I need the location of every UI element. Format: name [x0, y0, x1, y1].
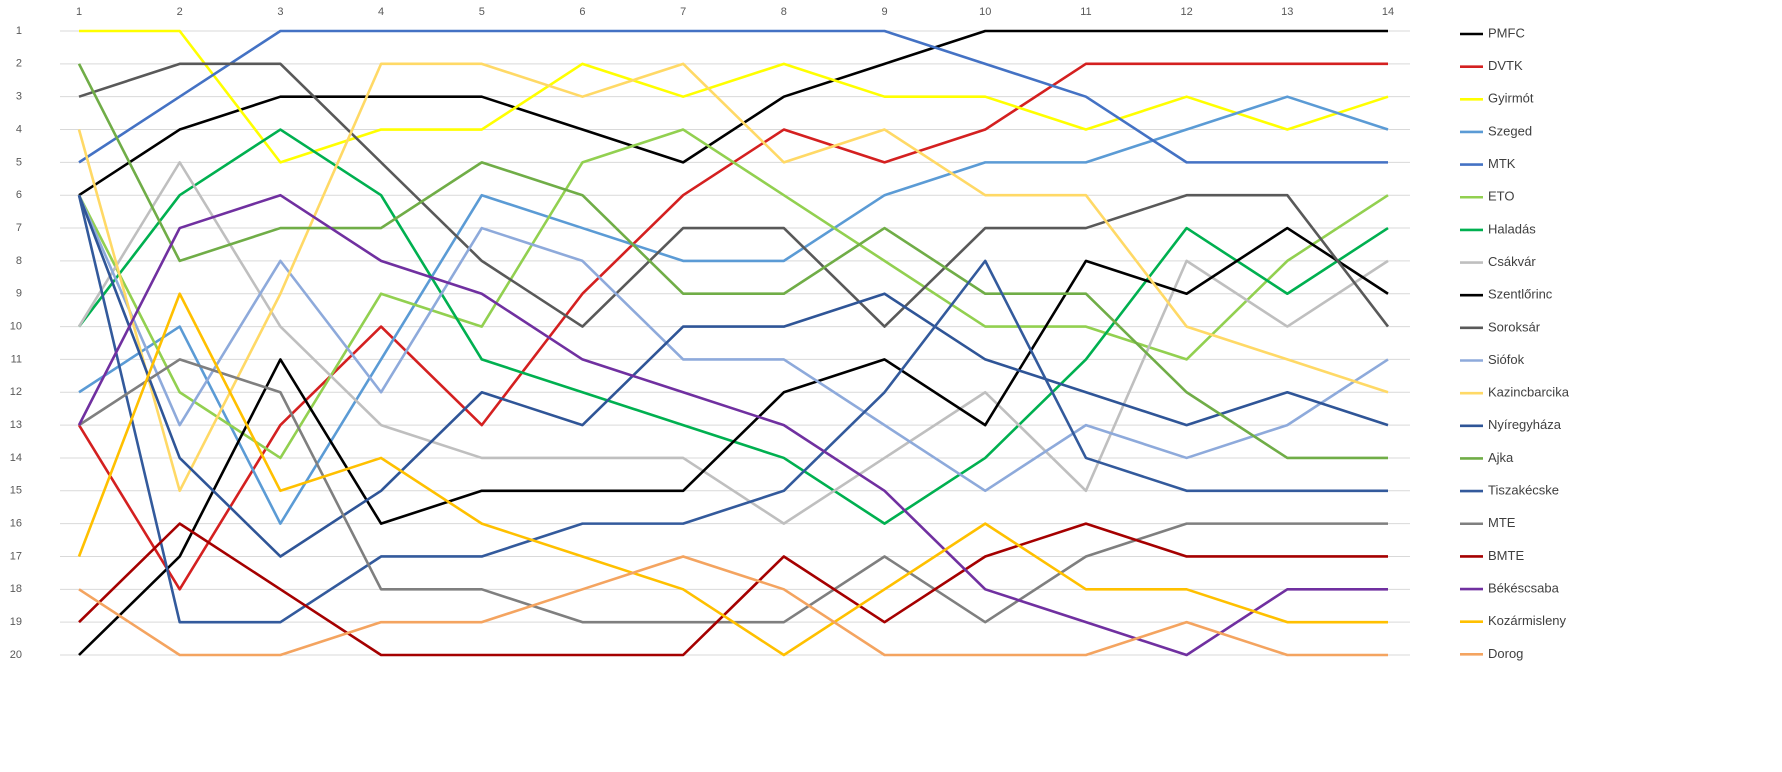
y-tick-label: 6 [16, 189, 22, 201]
x-tick-label: 11 [1080, 6, 1091, 18]
legend-label: Szeged [1488, 123, 1532, 138]
y-tick-label: 7 [16, 222, 22, 234]
legend-label: MTE [1488, 515, 1516, 530]
y-tick-label: 8 [16, 255, 22, 267]
x-tick-label: 10 [979, 6, 991, 18]
series-line [78, 95, 1389, 525]
legend-label: Ajka [1488, 450, 1514, 465]
y-tick-label: 17 [10, 550, 22, 562]
legend-label: Csákvár [1488, 254, 1536, 269]
legend-label: PMFC [1488, 25, 1525, 40]
series-line [78, 29, 1388, 197]
x-tick-label: 9 [881, 6, 887, 18]
y-tick-label: 14 [10, 452, 22, 464]
series-line [77, 62, 1389, 493]
series-line [77, 292, 1388, 657]
y-tick-label: 10 [10, 320, 22, 332]
series-line [77, 161, 1389, 525]
legend-label: Kozármisleny [1488, 613, 1567, 628]
x-tick-label: 13 [1281, 6, 1293, 18]
x-tick-label: 1 [76, 6, 82, 18]
series-line [77, 128, 1389, 460]
legend-label: Gyirmót [1488, 91, 1534, 106]
legend-label: Dorog [1488, 646, 1523, 661]
y-tick-label: 20 [10, 649, 22, 661]
series-line [78, 29, 1388, 164]
legend-label: ETO [1488, 189, 1515, 204]
series-line [78, 62, 1390, 328]
y-tick-label: 18 [10, 583, 22, 595]
y-tick-label: 4 [16, 123, 22, 135]
y-tick-label: 11 [11, 353, 22, 365]
legend: PMFC DVTK Gyirmót Szeged MTK ETO Haladás Csákvá… [1460, 25, 1570, 661]
x-tick-label: 14 [1382, 6, 1394, 18]
legend-label: Nyíregyháza [1488, 417, 1562, 432]
x-tick-label: 7 [680, 6, 686, 18]
y-tick-label: 13 [10, 419, 22, 431]
legend-label: Siófok [1488, 352, 1525, 367]
y-tick-label: 16 [10, 518, 22, 530]
y-tick-label: 2 [16, 58, 22, 70]
series-line [78, 522, 1388, 657]
legend-label: Haladás [1488, 221, 1536, 236]
series-line [77, 194, 1389, 493]
x-tick-label: 6 [579, 6, 585, 18]
series-line [78, 555, 1388, 657]
series-line [78, 226, 1389, 656]
legend-label: MTK [1488, 156, 1516, 171]
y-tick-label: 12 [10, 386, 22, 398]
y-tick-label: 1 [16, 25, 22, 37]
y-tick-label: 15 [10, 485, 22, 497]
x-tick-label: 8 [781, 6, 787, 18]
series-line [79, 29, 1389, 164]
x-tick-label: 5 [479, 6, 485, 18]
legend-label: Tiszakécske [1488, 483, 1559, 498]
legend-label: Soroksár [1488, 319, 1541, 334]
y-tick-label: 3 [16, 91, 22, 103]
series-line [77, 63, 1388, 460]
x-tick-label: 3 [277, 6, 283, 18]
y-tick-label: 9 [16, 288, 22, 300]
x-tick-label: 2 [177, 6, 183, 18]
series-line [77, 194, 1389, 558]
series-line [77, 193, 1388, 657]
legend-label: Szentlőrinc [1488, 287, 1553, 302]
x-tick-label: 12 [1180, 6, 1192, 18]
legend-label: Békéscsaba [1488, 580, 1560, 595]
series-line [77, 194, 1388, 624]
legend-label: BMTE [1488, 548, 1524, 563]
legend-label: Kazincbarcika [1488, 385, 1570, 400]
x-tick-label: 4 [378, 6, 384, 18]
y-tick-label: 5 [16, 156, 22, 168]
legend-label: DVTK [1488, 58, 1523, 73]
y-tick-label: 19 [10, 616, 22, 628]
